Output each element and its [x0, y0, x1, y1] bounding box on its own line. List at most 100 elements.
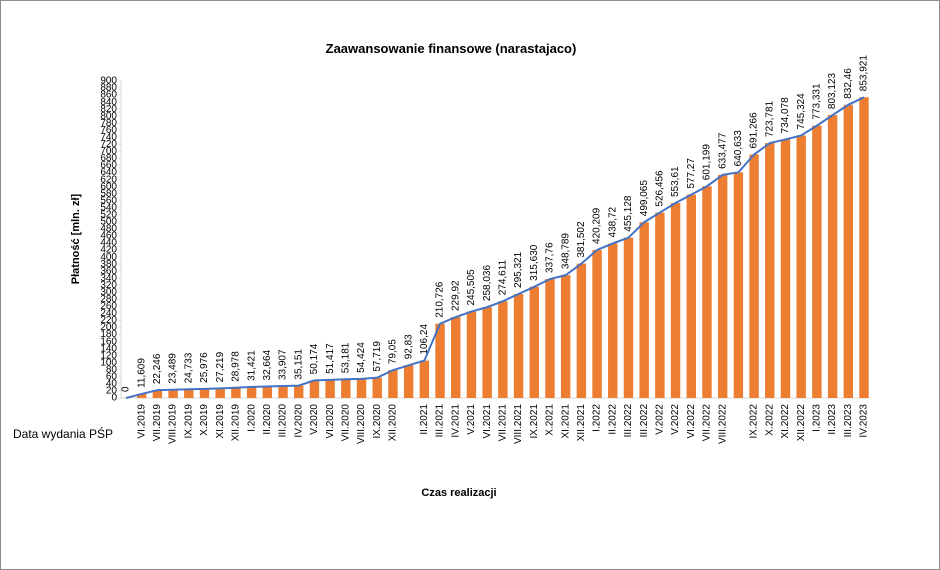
bar	[859, 97, 869, 399]
bar	[309, 380, 320, 398]
y-tick-label: 40	[106, 379, 118, 390]
value-label: 25,976	[199, 352, 210, 383]
bar	[325, 379, 335, 398]
value-label: 633,477	[717, 132, 728, 169]
value-label: 258,036	[482, 265, 493, 302]
bar	[466, 311, 477, 398]
bar	[482, 307, 492, 398]
value-label: 245,505	[466, 269, 477, 306]
x-tick-label: V.2020	[309, 404, 320, 435]
x-tick-label: II.2022	[607, 404, 618, 435]
bar	[796, 135, 806, 398]
bar	[168, 389, 178, 398]
bar	[655, 212, 665, 398]
bar	[765, 143, 775, 398]
value-label: 32,664	[262, 349, 273, 380]
bar	[246, 386, 257, 398]
value-label: 79,05	[388, 339, 399, 364]
y-tick-label: 400	[100, 252, 117, 263]
x-tick-label: XI.2022	[780, 404, 791, 439]
bar	[419, 360, 430, 398]
y-tick-label: 320	[100, 280, 117, 291]
bar	[152, 390, 163, 398]
x-tick-label: IX.2022	[749, 404, 760, 439]
x-tick-label: VI.2021	[482, 404, 493, 439]
bar	[435, 323, 445, 398]
x-tick-label: IV.2020	[293, 404, 304, 438]
bar	[215, 388, 225, 398]
x-tick-label: VI.2022	[686, 404, 697, 439]
x-tick-label: VIII.2020	[356, 404, 367, 444]
bar	[827, 115, 838, 399]
x-axis-title: Czas realizacji	[421, 487, 496, 499]
chart-title: Zaawansowanie finansowe (narastajaco)	[326, 41, 577, 56]
y-tick-label: 500	[100, 217, 117, 228]
x-tick-label: I.2023	[812, 404, 823, 432]
value-label: 24,733	[183, 352, 194, 383]
bar	[294, 385, 304, 398]
y-tick-label: 560	[100, 195, 117, 206]
x-tick-label: II.2020	[262, 404, 273, 435]
bar	[560, 275, 571, 398]
x-tick-label: VII.2020	[340, 404, 351, 442]
bar	[623, 237, 634, 398]
y-tick-label: 740	[100, 132, 117, 143]
bar	[686, 194, 696, 398]
value-label: 22,246	[152, 353, 163, 384]
y-tick-label: 780	[100, 118, 117, 129]
annotation: Data wydania PŚP	[13, 426, 113, 441]
bar	[341, 379, 351, 398]
value-label: 601,199	[702, 144, 713, 181]
y-tick-label: 80	[106, 364, 118, 375]
y-tick-label: 420	[100, 245, 117, 256]
x-tick-label: VIII.2021	[513, 404, 524, 444]
bar	[529, 286, 539, 398]
value-label: 92,83	[403, 334, 414, 359]
value-label: 499,065	[639, 180, 650, 217]
bar	[843, 104, 854, 398]
x-tick-label: III.2020	[278, 404, 289, 438]
value-label: 23,489	[168, 353, 179, 384]
value-label: 106,24	[419, 324, 430, 355]
value-label: 553,61	[670, 166, 681, 197]
bar	[278, 386, 288, 398]
bar	[717, 174, 728, 398]
y-tick-label: 480	[100, 224, 117, 235]
value-label: 0	[121, 386, 132, 392]
bar	[545, 279, 555, 398]
x-tick-label: V.2022	[655, 404, 666, 435]
x-tick-label: IV.2021	[450, 404, 461, 438]
x-tick-label: IX.2020	[372, 404, 383, 439]
bar	[184, 389, 194, 398]
cumulative-line	[125, 96, 865, 399]
x-tick-label: II.2023	[827, 404, 838, 435]
value-label: 35,151	[293, 349, 304, 380]
y-tick-label: 440	[100, 238, 117, 249]
x-tick-label: VI.2020	[325, 404, 336, 439]
bar	[592, 249, 602, 398]
x-tick-label: I.2020	[246, 404, 257, 432]
value-label: 734,078	[780, 97, 791, 134]
value-label: 773,331	[812, 83, 823, 120]
y-tick-label: 100	[100, 357, 117, 368]
bar	[780, 139, 791, 399]
y-tick-label: 880	[100, 83, 117, 94]
y-axis-title: Płatność [mln. zł]	[70, 193, 82, 284]
x-tick-label: IX.2021	[529, 404, 540, 439]
value-label: 420,209	[592, 207, 603, 244]
y-tick-label: 140	[100, 343, 117, 354]
value-label: 54,424	[356, 342, 367, 373]
y-tick-label: 760	[100, 125, 117, 136]
x-tick-label: VIII.2019	[168, 404, 179, 444]
value-label: 832,46	[843, 68, 854, 99]
x-tick-label: X.2022	[764, 404, 775, 436]
value-label: 337,76	[545, 242, 556, 273]
value-label: 53,181	[340, 342, 351, 373]
value-label: 745,324	[796, 93, 807, 130]
x-tick-label: VII.2021	[497, 404, 508, 442]
value-label: 28,978	[231, 351, 242, 382]
y-tick-label: 600	[100, 181, 117, 192]
y-tick-label: 60	[106, 372, 118, 383]
y-tick-label: 860	[100, 90, 117, 101]
